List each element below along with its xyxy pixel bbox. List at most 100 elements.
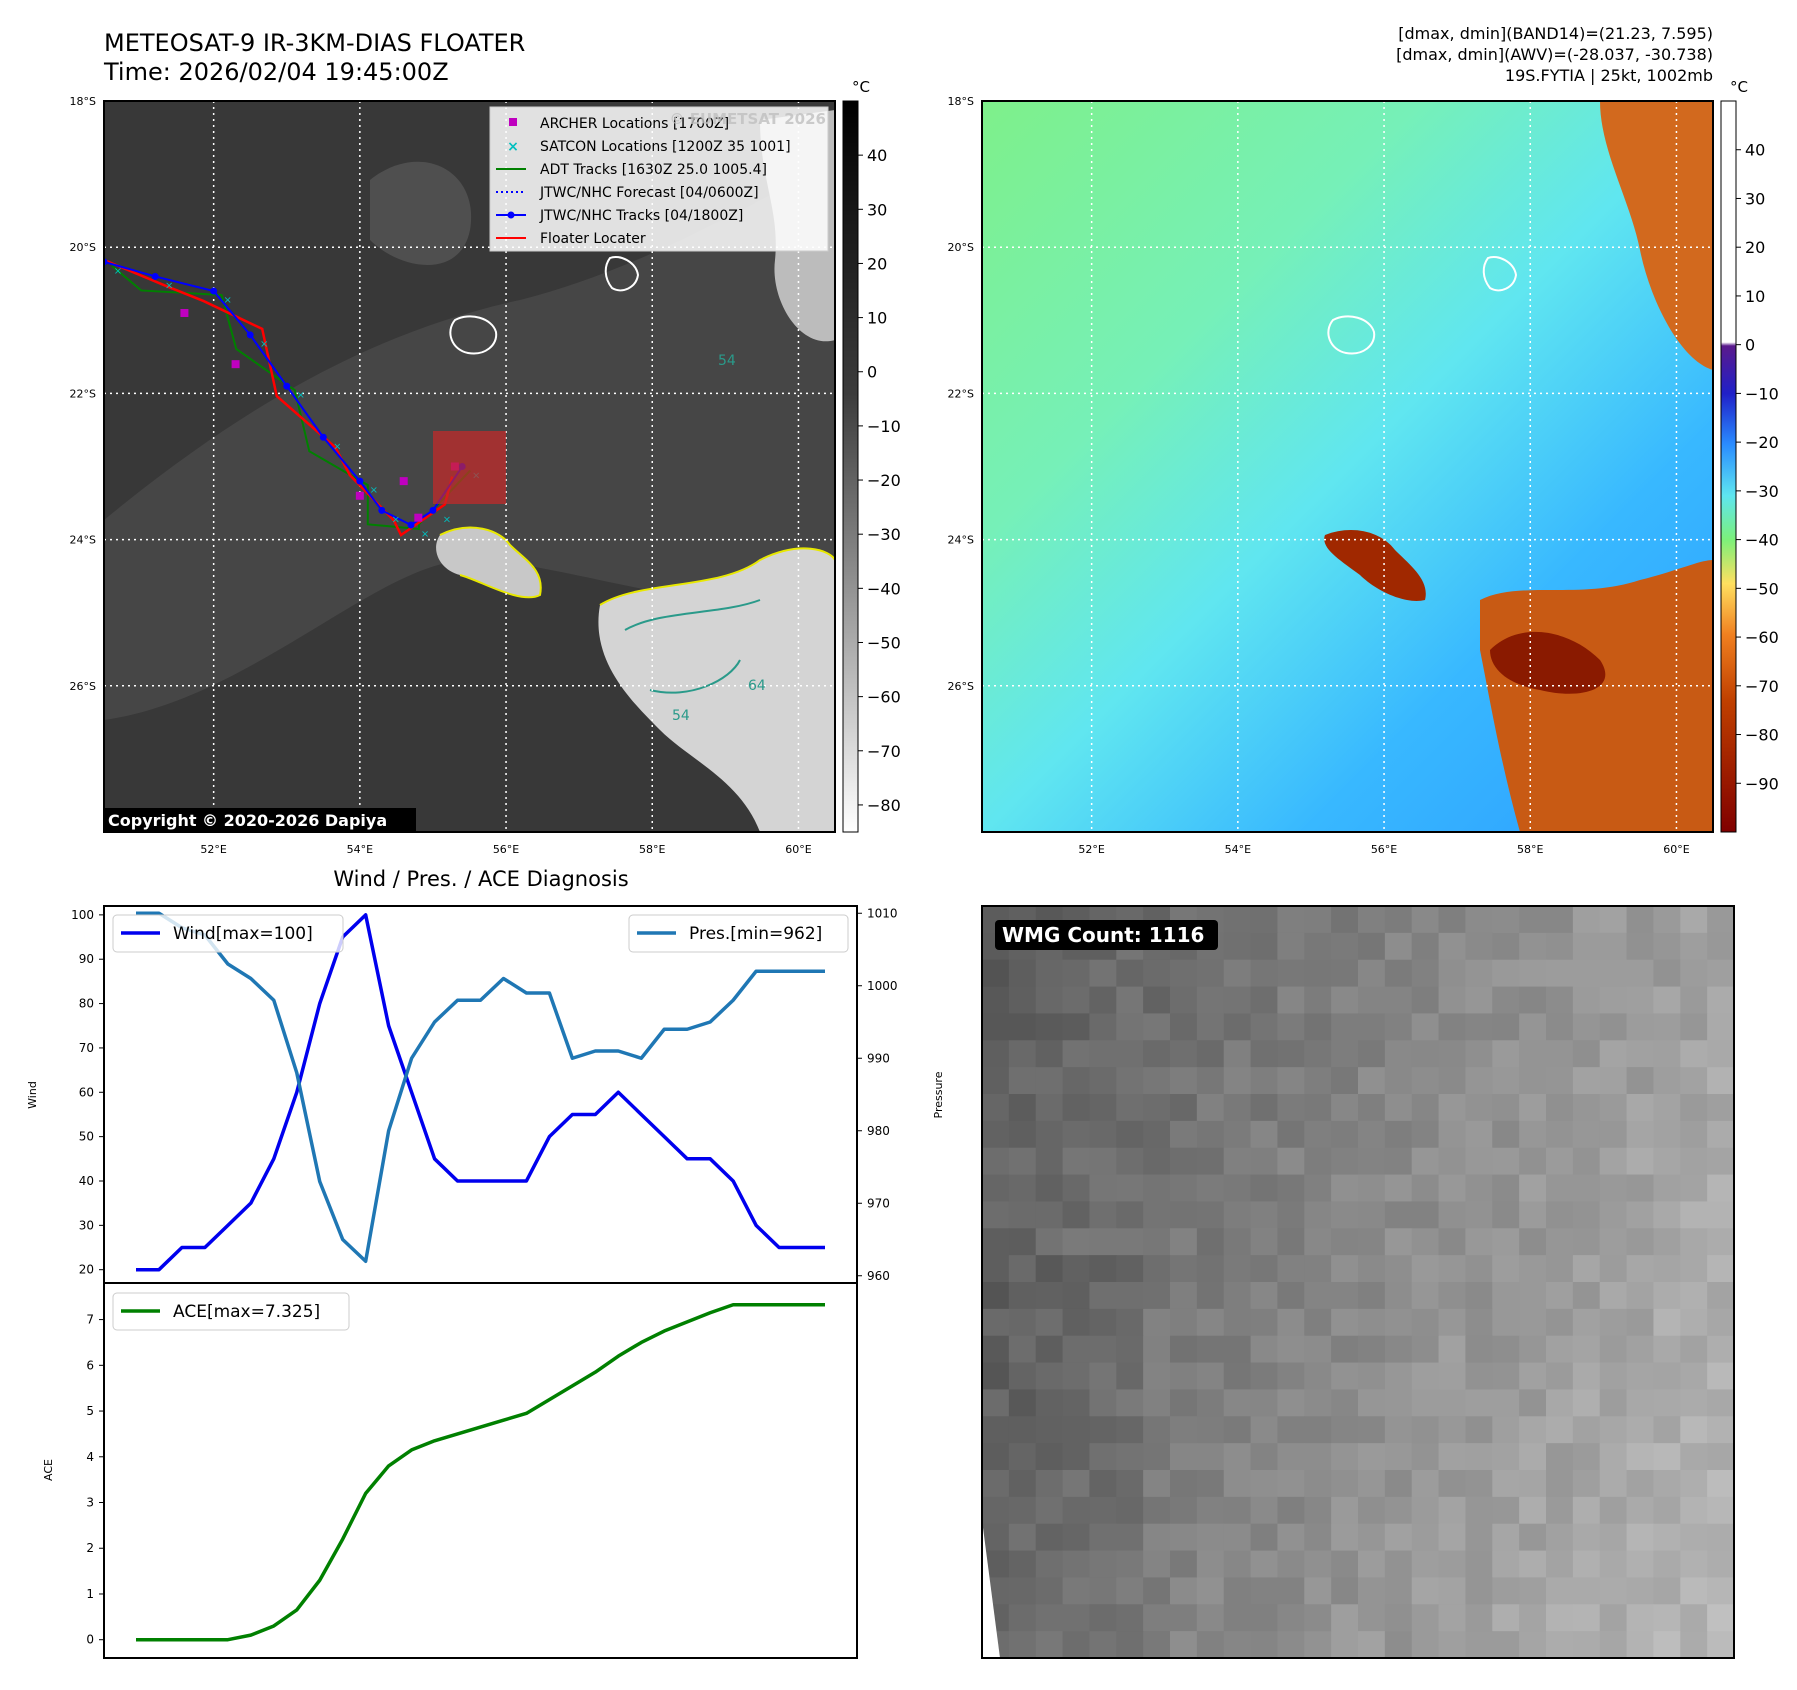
wmg-pixel: [1438, 959, 1467, 988]
wmg-pixel: [1331, 1255, 1359, 1283]
ace-tick-label: 0: [86, 1633, 94, 1647]
wmg-pixel-grid: [982, 906, 1734, 1658]
wmg-pixel: [1062, 959, 1091, 988]
wmg-pixel: [1170, 959, 1198, 988]
wmg-pixel: [1196, 1040, 1225, 1068]
wmg-pixel: [1304, 1013, 1332, 1041]
wmg-pixel: [1465, 1443, 1493, 1471]
wmg-pixel: [1465, 1120, 1493, 1149]
wmg-pixel: [1358, 906, 1386, 934]
wmg-pixel: [1519, 1335, 1547, 1364]
wmg-pixel: [1626, 1147, 1655, 1176]
wmg-pixel: [982, 1228, 1010, 1256]
wmg-pixel: [1035, 1335, 1064, 1364]
wmg-pixel: [1465, 1067, 1493, 1095]
wmg-pixel: [1438, 1631, 1467, 1658]
wmg-pixel: [1599, 932, 1628, 961]
wmg-pixel: [1358, 1389, 1386, 1417]
wmg-pixel: [1358, 1631, 1386, 1658]
wmg-pixel: [1089, 1255, 1117, 1283]
wmg-pixel: [1196, 1282, 1225, 1310]
wmg-pixel: [1546, 1120, 1574, 1149]
ir-lat-label: 24°S: [70, 534, 96, 547]
wmg-pixel: [1492, 1094, 1520, 1122]
ir-lon-label: 54°E: [347, 843, 373, 856]
wmg-pixel: [1008, 1040, 1037, 1068]
wmg-pixel: [1196, 1067, 1225, 1095]
wmg-pixel: [1277, 1147, 1305, 1176]
wmg-pixel: [1008, 1094, 1037, 1122]
wmg-pixel: [1572, 1470, 1601, 1498]
ace-tick-label: 2: [86, 1541, 94, 1555]
wmg-pixel: [1653, 1228, 1681, 1256]
reunion-coast: [449, 315, 498, 355]
wmg-pixel: [1304, 1067, 1332, 1095]
wmg-pixel: [1626, 1013, 1655, 1041]
wmg-pixel: [1599, 1147, 1628, 1176]
wmg-pixel: [1465, 1094, 1493, 1122]
wmg-pixel: [1653, 932, 1681, 961]
wv-map-frame: [981, 100, 1714, 833]
wmg-pixel: [1277, 1120, 1305, 1149]
wmg-pixel: [1680, 1094, 1708, 1122]
wmg-pixel: [1196, 1335, 1225, 1364]
wmg-pixel: [1707, 1416, 1734, 1444]
wmg-pixel: [1680, 1362, 1708, 1391]
wmg-pixel: [1223, 1443, 1252, 1471]
wmg-pixel: [1680, 1443, 1708, 1471]
wmg-pixel: [1411, 1604, 1440, 1632]
wmg-pixel: [1707, 932, 1734, 961]
colorbar-tick-label: −50: [1745, 579, 1779, 598]
wmg-pixel: [1304, 1147, 1332, 1176]
wmg-pixel: [1223, 1631, 1252, 1658]
wmg-pixel: [1277, 1255, 1305, 1283]
wmg-pixel: [1008, 1496, 1037, 1525]
wmg-pixel: [1196, 1174, 1225, 1203]
wmg-pixel: [1519, 1067, 1547, 1095]
wmg-pixel: [1572, 986, 1601, 1015]
wmg-pixel: [1599, 1604, 1628, 1632]
wmg-pixel: [1304, 1496, 1332, 1525]
wmg-pixel: [1438, 1094, 1467, 1122]
wmg-pixel: [1062, 1067, 1091, 1095]
wmg-pixel: [1358, 1523, 1386, 1552]
wmg-pixel: [1196, 1120, 1225, 1149]
wmg-pixel: [1223, 1094, 1252, 1122]
wmg-pixel: [1411, 1631, 1440, 1658]
wmg-pixel: [1519, 1147, 1547, 1176]
wmg-pixel: [1035, 1523, 1064, 1552]
wind-axis-label: Wind: [26, 1081, 39, 1109]
wmg-pixel: [1089, 1577, 1117, 1605]
wmg-pixel: [1572, 932, 1601, 961]
wmg-pixel: [1170, 1147, 1198, 1176]
wmg-pixel: [1250, 1470, 1279, 1498]
wmg-pixel: [1331, 1389, 1359, 1417]
wmg-pixel: [1196, 1094, 1225, 1122]
wmg-pixel: [1223, 986, 1252, 1015]
wmg-pixel: [1546, 932, 1574, 961]
wv-lon-label: 56°E: [1371, 843, 1397, 856]
wmg-pixel: [1062, 1389, 1091, 1417]
wmg-pixel: [1384, 1147, 1413, 1176]
wmg-pixel: [1143, 1631, 1171, 1658]
wmg-pixel: [1626, 1040, 1655, 1068]
wmg-pixel: [1358, 1335, 1386, 1364]
wmg-pixel: [1411, 1147, 1440, 1176]
wmg-pixel: [1035, 1308, 1064, 1337]
ir-colorbar: °C 40 30 20 10 0 −10 −20 −30 −40 −50 −60 −70 −80: [842, 78, 901, 833]
wmg-pixel: [1384, 1094, 1413, 1122]
wmg-pixel: [1062, 1470, 1091, 1498]
wmg-pixel: [1143, 959, 1171, 988]
reunion-coast-wv: [1327, 315, 1376, 355]
wmg-pixel: [1599, 1550, 1628, 1579]
wmg-pixel: [1599, 1201, 1628, 1229]
wmg-pixel: [1170, 1308, 1198, 1337]
wmg-pixel: [1492, 1013, 1520, 1041]
wmg-pixel: [1250, 1282, 1279, 1310]
wmg-pixel: [1653, 1067, 1681, 1095]
wmg-pixel: [1438, 1040, 1467, 1068]
wmg-pixel: [1223, 1282, 1252, 1310]
contour-label: 54: [718, 353, 736, 369]
wmg-pixel: [1411, 1067, 1440, 1095]
wmg-pixel: [1546, 1496, 1574, 1525]
